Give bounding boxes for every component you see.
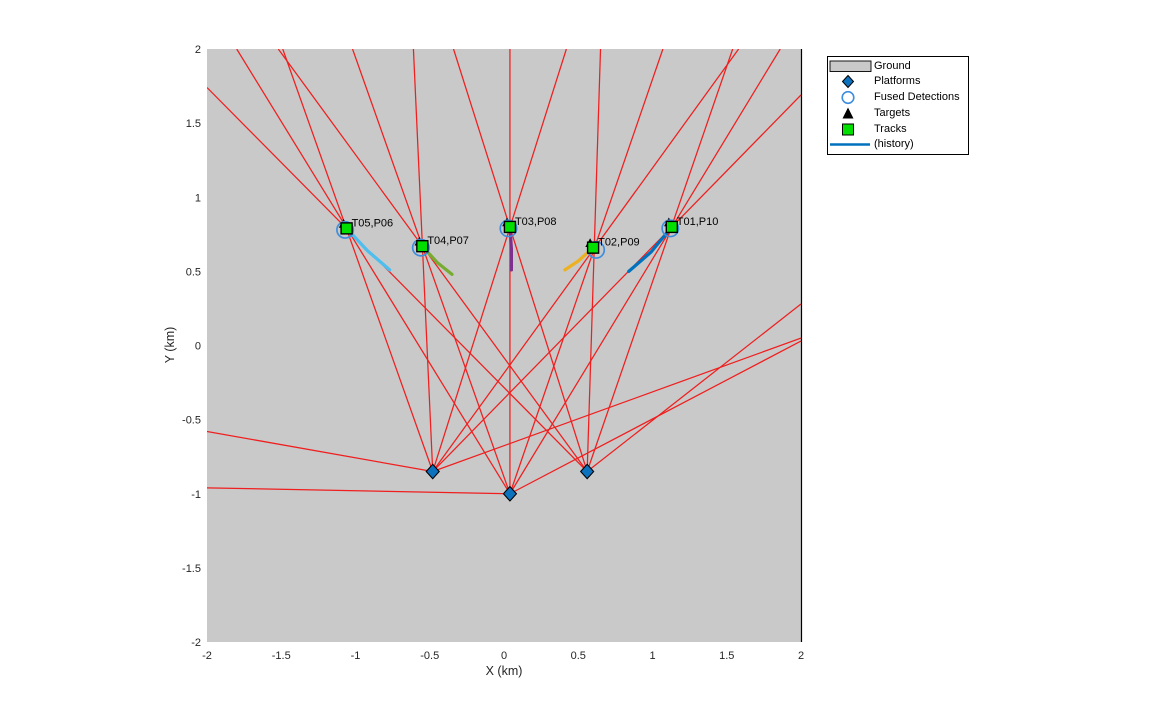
detection-ray <box>207 430 433 473</box>
track-square-icon <box>665 220 679 234</box>
ground-patch <box>207 49 801 642</box>
fused-detection-circle-icon <box>411 238 430 257</box>
detection-ray <box>432 49 567 472</box>
detection-ray <box>412 49 434 472</box>
x-tick-label: -0.5 <box>420 650 439 662</box>
detection-ray <box>509 49 781 495</box>
fused-detection-circle-icon <box>336 220 355 239</box>
targets-triangle-icon <box>828 106 874 121</box>
y-tick-label: 0 <box>195 341 201 353</box>
y-tick-label: -2 <box>191 637 201 649</box>
detection-ray <box>207 487 510 495</box>
platform-diamond-icon <box>425 463 440 480</box>
y-axis-label: Y (km) <box>163 326 177 364</box>
x-tick-label: -2 <box>202 650 212 662</box>
legend-item-label: Tracks <box>874 122 907 135</box>
x-tick-label: -1.5 <box>272 650 291 662</box>
x-tick-label: -1 <box>351 650 361 662</box>
y-tick-label: -1.5 <box>182 563 201 575</box>
detection-ray <box>236 49 511 495</box>
legend: Ground Platforms Fused Detections Targets Tr… <box>827 56 969 155</box>
legend-item-label: (history) <box>874 138 914 151</box>
legend-item-tracks: Tracks <box>828 122 968 137</box>
platform-diamond-icon <box>579 463 595 480</box>
y-tick-label: 0.5 <box>186 266 201 278</box>
y-tick-label: -1 <box>191 489 201 501</box>
legend-item-label: Platforms <box>874 75 921 88</box>
fused-detection-circle-icon <box>661 219 680 238</box>
legend-item-ground: Ground <box>828 59 968 74</box>
y-tick-label: 2 <box>195 44 201 56</box>
detection-ray <box>586 303 801 473</box>
legend-item-label: Ground <box>874 59 911 72</box>
detection-rays-layer <box>207 49 801 495</box>
track-square-icon <box>340 222 353 235</box>
detection-ray <box>277 49 588 472</box>
legend-item-label: Fused Detections <box>874 91 960 104</box>
legend-item-fused-detections: Fused Detections <box>828 90 968 105</box>
fused-detection-circle-icon <box>499 219 518 238</box>
y-tick-label: 1.5 <box>186 118 201 130</box>
track-history-line <box>508 225 514 272</box>
platforms-diamond-icon <box>828 74 874 89</box>
detection-ray <box>207 87 588 472</box>
detection-ray <box>452 49 588 472</box>
legend-item-label: Targets <box>874 106 911 119</box>
detection-ray <box>586 49 734 472</box>
detection-ray <box>586 49 602 472</box>
fused-detections-circle-icon <box>828 90 874 105</box>
track-history-line <box>344 226 392 272</box>
x-tick-label: 2 <box>798 650 804 662</box>
track-square-icon <box>586 241 600 254</box>
y-tick-label: -0.5 <box>182 415 201 427</box>
detection-ray <box>432 94 801 472</box>
ground-patch-swatch <box>828 59 874 74</box>
x-tick-label: 0.5 <box>571 650 586 662</box>
track-label: T02,P09 <box>598 237 640 249</box>
x-axis-label: X (km) <box>485 664 523 678</box>
legend-item-targets: Targets <box>828 106 968 121</box>
legend-item-history: (history) <box>828 137 968 152</box>
track-square-icon <box>416 239 429 253</box>
tracks-square-icon <box>828 122 874 137</box>
history-line-icon <box>828 137 874 152</box>
detection-ray <box>282 49 434 472</box>
track-square-icon <box>503 220 517 234</box>
track-label: T03,P08 <box>515 216 557 228</box>
detection-ray <box>432 49 740 472</box>
track-label: T05,P06 <box>352 217 394 229</box>
x-tick-label: 1.5 <box>719 650 734 662</box>
x-tick-label: 0 <box>501 650 507 662</box>
legend-item-platforms: Platforms <box>828 74 968 89</box>
y-tick-label: 1 <box>195 192 201 204</box>
detection-ray <box>351 49 511 494</box>
platform-diamond-icon <box>502 485 518 502</box>
x-tick-label: 1 <box>649 650 655 662</box>
track-label: T04,P07 <box>427 235 469 247</box>
track-label: T01,P10 <box>677 216 719 228</box>
